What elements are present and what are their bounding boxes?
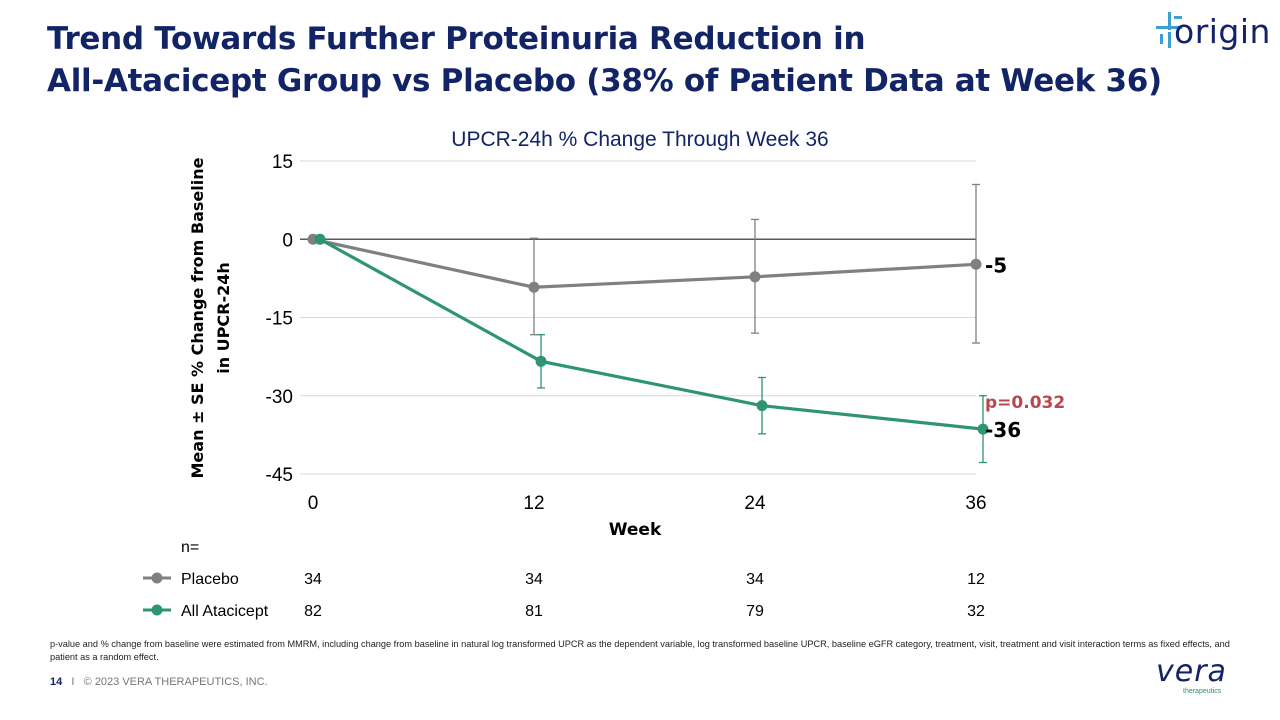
placebo-legend-label: Placebo: [181, 571, 239, 588]
x-tick-label: 24: [744, 493, 766, 514]
chart-title: UPCR-24h % Change Through Week 36: [451, 128, 828, 151]
y-tick-label: -45: [266, 465, 293, 486]
placebo-end-label: -5: [985, 253, 1007, 277]
origin-logo-text: origin: [1174, 12, 1271, 51]
placebo-line: [312, 237, 977, 289]
placebo-n-value: 12: [967, 571, 985, 588]
footnote: p-value and % change from baseline were …: [50, 639, 1230, 662]
all-atacicept-end-label: -36: [985, 418, 1021, 442]
slide-title-line-2: All-Atacicept Group vs Placebo (38% of P…: [47, 63, 1162, 99]
copyright: © 2023 VERA THERAPEUTICS, INC.: [83, 676, 268, 688]
all-atacicept-line: [319, 237, 984, 431]
all-atacicept-point: [535, 355, 547, 367]
all-atacicept-legend-marker: [151, 604, 163, 616]
n-table: Placebo 34 34 34 12 All Atacicept 82 81 79 32: [143, 571, 985, 620]
vera-logo-word: vera: [1156, 654, 1227, 689]
all-atacicept-point: [314, 233, 326, 245]
all-atacicept-n-value: 82: [304, 603, 322, 620]
slide-title-line-1: Trend Towards Further Proteinuria Reduct…: [47, 21, 866, 57]
all-atacicept-point: [977, 423, 989, 435]
y-axis-label-line-1: Mean ± SE % Change from Baseline: [188, 157, 207, 478]
placebo-point: [528, 281, 540, 293]
all-atacicept-n-value: 81: [525, 603, 543, 620]
placebo-point: [749, 271, 761, 283]
placebo-n-value: 34: [304, 571, 322, 588]
origin-logo-mark-icon: [1156, 12, 1182, 48]
y-tick-label: -15: [266, 309, 293, 330]
placebo-n-value: 34: [746, 571, 764, 588]
slide-title: Trend Towards Further Proteinuria Reduct…: [47, 18, 1162, 102]
all-atacicept-n-value: 79: [746, 603, 764, 620]
y-tick-label: 15: [272, 152, 293, 173]
x-tick-label: 0: [308, 493, 319, 514]
placebo-n-value: 34: [525, 571, 543, 588]
chart: UPCR-24h % Change Through Week 36 Mean ±…: [143, 128, 1066, 620]
all-atacicept-legend-label: All Atacicept: [181, 603, 269, 620]
placebo-legend-marker: [151, 572, 163, 584]
x-tick-label: 12: [523, 493, 544, 514]
y-tick-label: -30: [266, 387, 293, 408]
page-number: 14: [50, 676, 63, 688]
y-tick-label: 0: [282, 230, 293, 251]
placebo-point: [970, 258, 982, 270]
x-axis-label: Week: [609, 520, 662, 540]
p-value-annotation: p=0.032: [985, 393, 1065, 413]
vera-logo-sub: therapeutics: [1183, 688, 1222, 695]
all-atacicept-n-value: 32: [967, 603, 985, 620]
x-tick-label: 36: [965, 493, 986, 514]
plot-area: 15 0 -15 -30 -45 0 12 24 36 -5 -36 p=0.032: [266, 152, 1066, 514]
all-atacicept-point: [756, 400, 768, 412]
origin-logo: origin: [1152, 8, 1272, 64]
footer: 14 I © 2023 VERA THERAPEUTICS, INC.: [50, 676, 268, 688]
n-label: n=: [181, 539, 199, 556]
footer-separator: I: [71, 676, 75, 688]
vera-logo: vera therapeutics: [1156, 654, 1236, 702]
y-axis-label-line-2: in UPCR-24h: [214, 262, 233, 374]
